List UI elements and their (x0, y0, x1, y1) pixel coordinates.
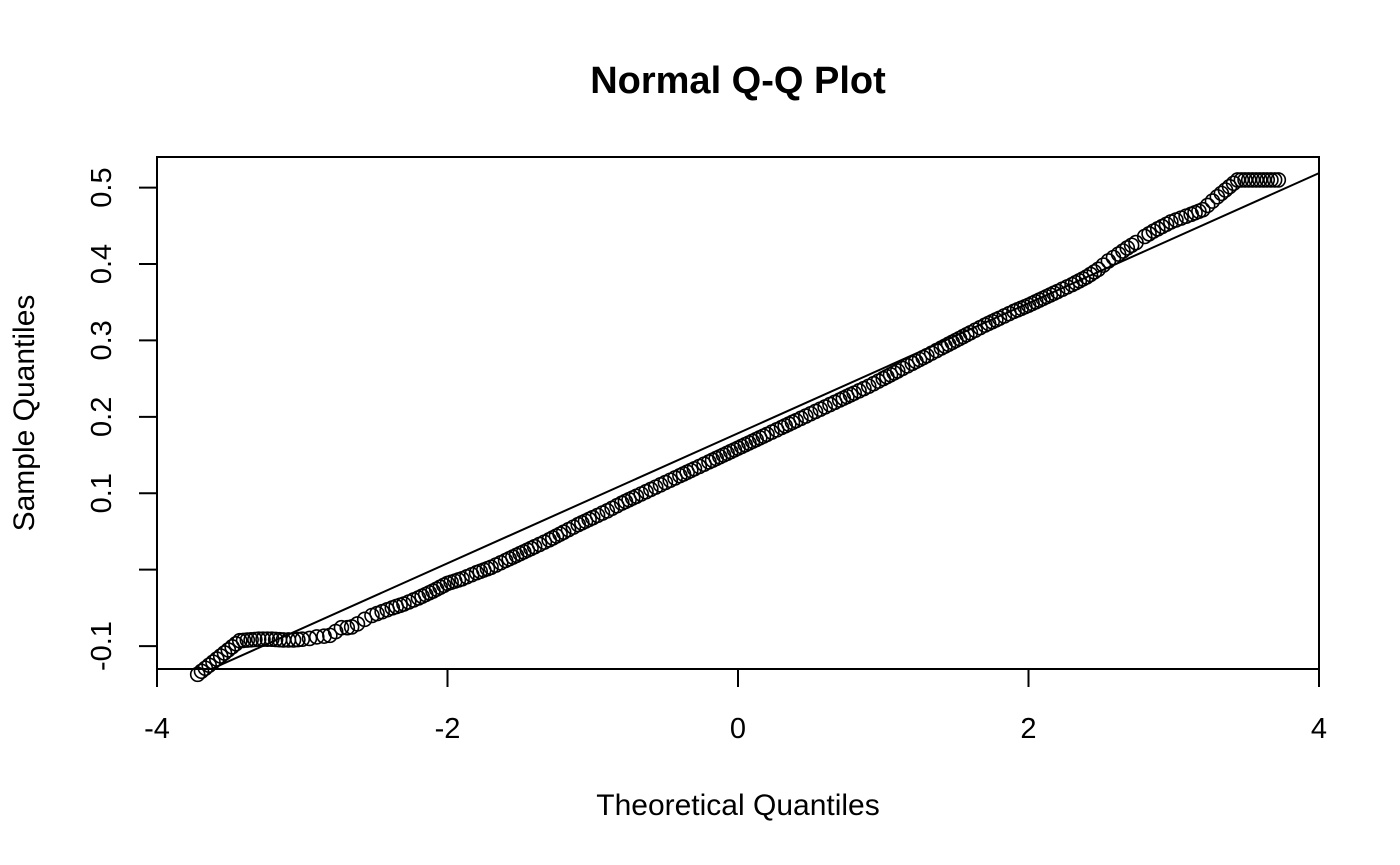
qq-point (1136, 228, 1153, 245)
qq-point (1195, 201, 1211, 218)
qq-point (259, 631, 276, 648)
qq-point (1263, 172, 1279, 188)
x-tick-label: -2 (435, 713, 461, 745)
plot-frame (156, 156, 1320, 670)
qq-point (301, 630, 318, 647)
qq-point (1270, 172, 1287, 188)
points-layer (189, 172, 1287, 683)
reference-line-layer (211, 172, 1320, 670)
qq-point (1225, 175, 1242, 192)
qq-point (1199, 197, 1216, 214)
qq-point (1078, 269, 1095, 285)
qq-point (228, 635, 244, 652)
y-tick-label: 0.4 (86, 244, 118, 284)
qq-point (1266, 172, 1283, 188)
y-tick-label: -0.1 (86, 621, 118, 671)
qq-point (294, 631, 311, 648)
qq-point (1090, 261, 1107, 278)
qq-point (1141, 226, 1157, 242)
x-tick-label: 2 (1020, 713, 1036, 745)
qq-point (356, 611, 373, 628)
qq-point (1123, 237, 1140, 254)
x-axis-label: Theoretical Quantiles (596, 789, 879, 822)
qq-point (333, 619, 350, 636)
y-tick-label: 0.5 (86, 167, 118, 207)
y-tick-label: 0.3 (86, 320, 118, 360)
qq-point (1105, 249, 1122, 266)
qq-point (255, 631, 271, 648)
x-tick-label: 0 (730, 713, 746, 745)
qq-point (250, 631, 267, 648)
qq-point (1259, 172, 1276, 188)
y-tick-label: 0.2 (86, 397, 118, 437)
x-axis: -4 -2 0 2 4 (144, 668, 1327, 745)
qq-point (1095, 257, 1112, 273)
qq-reference-line (211, 172, 1320, 670)
y-axis-label: Sample Quantiles (8, 295, 41, 532)
x-tick-label: -4 (144, 713, 170, 745)
qq-point (290, 631, 306, 648)
y-axis: -0.1 0.1 0.2 0.3 0.4 0.5 (86, 167, 158, 671)
x-tick-label: 4 (1311, 713, 1327, 745)
qq-point (1115, 243, 1131, 259)
y-tick-label: 0.1 (86, 473, 118, 513)
qq-point (1082, 266, 1099, 283)
qq-point (1119, 240, 1136, 256)
qq-point (285, 632, 302, 648)
qq-point (1204, 193, 1221, 209)
chart-title: Normal Q-Q Plot (590, 60, 886, 102)
